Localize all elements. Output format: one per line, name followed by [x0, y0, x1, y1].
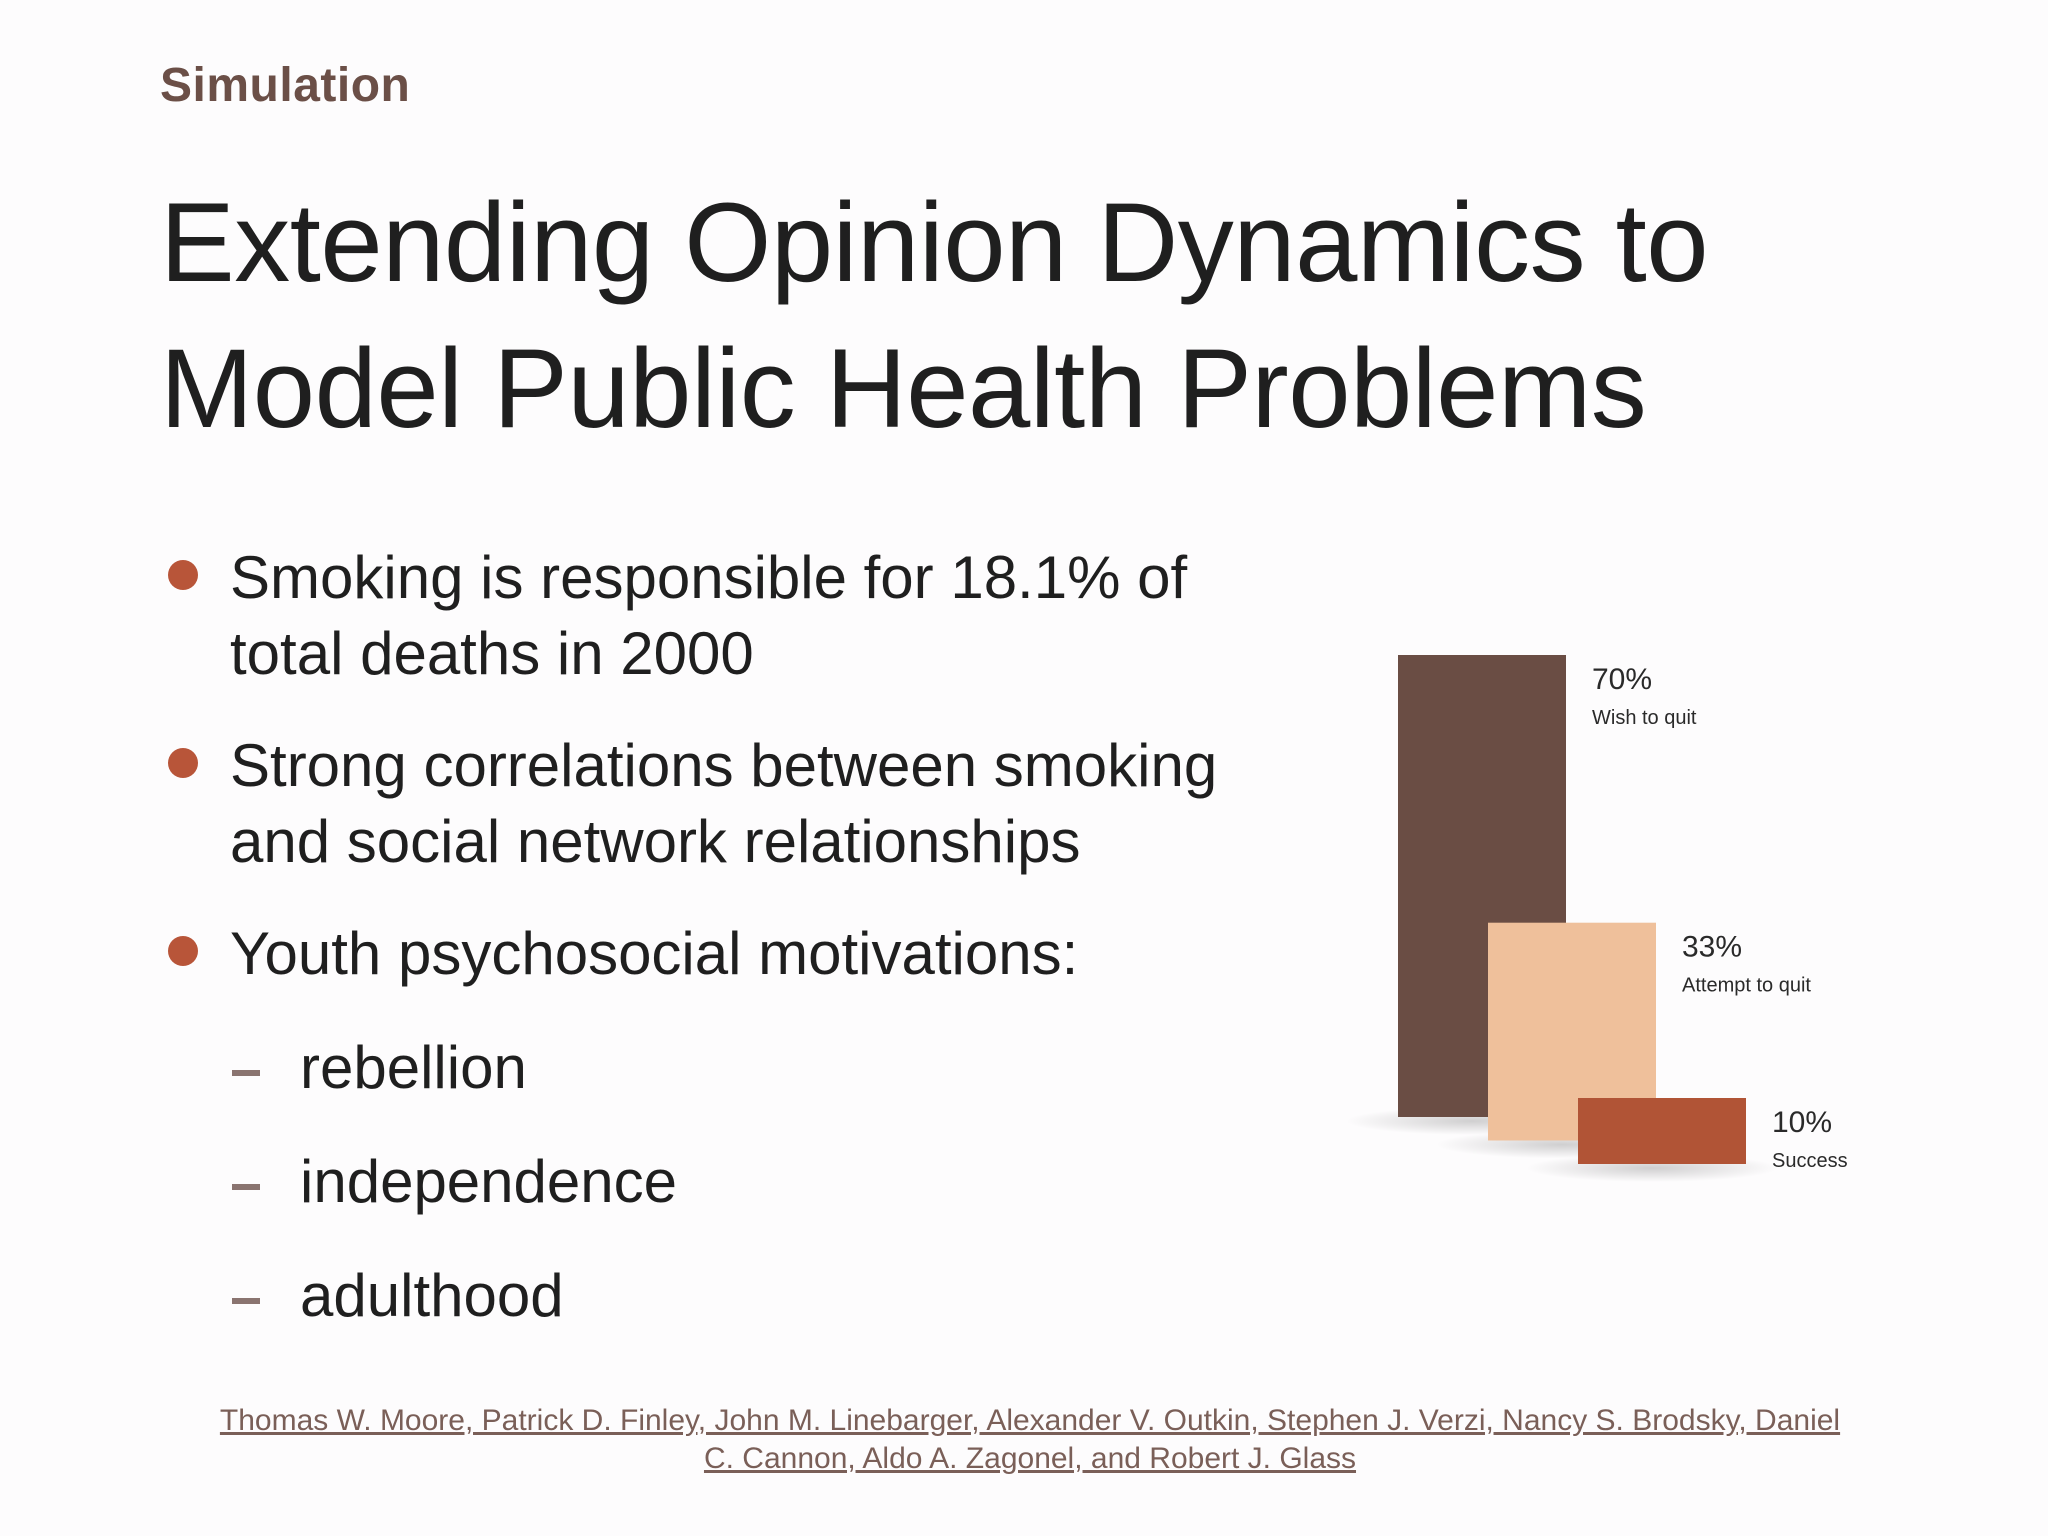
quit-rates-chart: 70% Wish to quit 33% Attempt to quit 10% Succ…: [1346, 655, 1848, 1182]
bullet-item: Strong correlations between smoking and …: [160, 728, 1360, 880]
bullet-line: total deaths in 2000: [230, 620, 754, 687]
bullet-line: Strong correlations between smoking: [230, 732, 1218, 799]
sub-bullet-label: rebellion: [300, 1034, 527, 1101]
bar-success: [1578, 1098, 1746, 1164]
bullet-item: Smoking is responsible for 18.1% of tota…: [160, 540, 1360, 692]
bar-value-label: 70%: [1592, 663, 1652, 696]
citation-line: Thomas W. Moore, Patrick D. Finley, John…: [219, 1404, 1841, 1437]
slide-title-line: Model Public Health Problems: [160, 326, 1647, 451]
slide-title: Extending Opinion Dynamics to Model Publ…: [160, 170, 1960, 462]
citation-line: C. Cannon, Aldo A. Zagonel, and Robert J…: [703, 1442, 1357, 1475]
slide-title-line: Extending Opinion Dynamics to: [160, 180, 1709, 305]
bullet-line: and social network relationships: [230, 808, 1081, 875]
bullet-item: Youth psychosocial motivations:: [160, 916, 1360, 992]
bar-category-label: Attempt to quit: [1682, 975, 1811, 997]
bar-category-label: Success: [1772, 1150, 1848, 1172]
sub-bullet-label: adulthood: [300, 1262, 564, 1329]
sub-bullet-item: rebellion: [160, 1030, 1360, 1144]
bullet-dot-icon: [168, 936, 198, 966]
citation-link[interactable]: Thomas W. Moore, Patrick D. Finley, John…: [160, 1402, 1900, 1478]
bullet-dot-icon: [168, 748, 198, 778]
bullet-list: Smoking is responsible for 18.1% of tota…: [160, 540, 1360, 1372]
bar-value-label: 33%: [1682, 931, 1742, 964]
bullet-line: Smoking is responsible for 18.1% of: [230, 544, 1188, 611]
bullet-line: Youth psychosocial motivations:: [230, 920, 1079, 987]
bar-value-label: 10%: [1772, 1106, 1832, 1139]
eyebrow-label: Simulation: [160, 59, 411, 112]
sub-bullet-label: independence: [300, 1148, 678, 1215]
sub-bullet-item: independence: [160, 1144, 1360, 1258]
bar-category-label: Wish to quit: [1592, 707, 1697, 729]
dash-icon: [232, 1298, 260, 1304]
bullet-dot-icon: [168, 560, 198, 590]
dash-icon: [232, 1184, 260, 1190]
dash-icon: [232, 1070, 260, 1076]
sub-bullet-item: adulthood: [160, 1258, 1360, 1372]
